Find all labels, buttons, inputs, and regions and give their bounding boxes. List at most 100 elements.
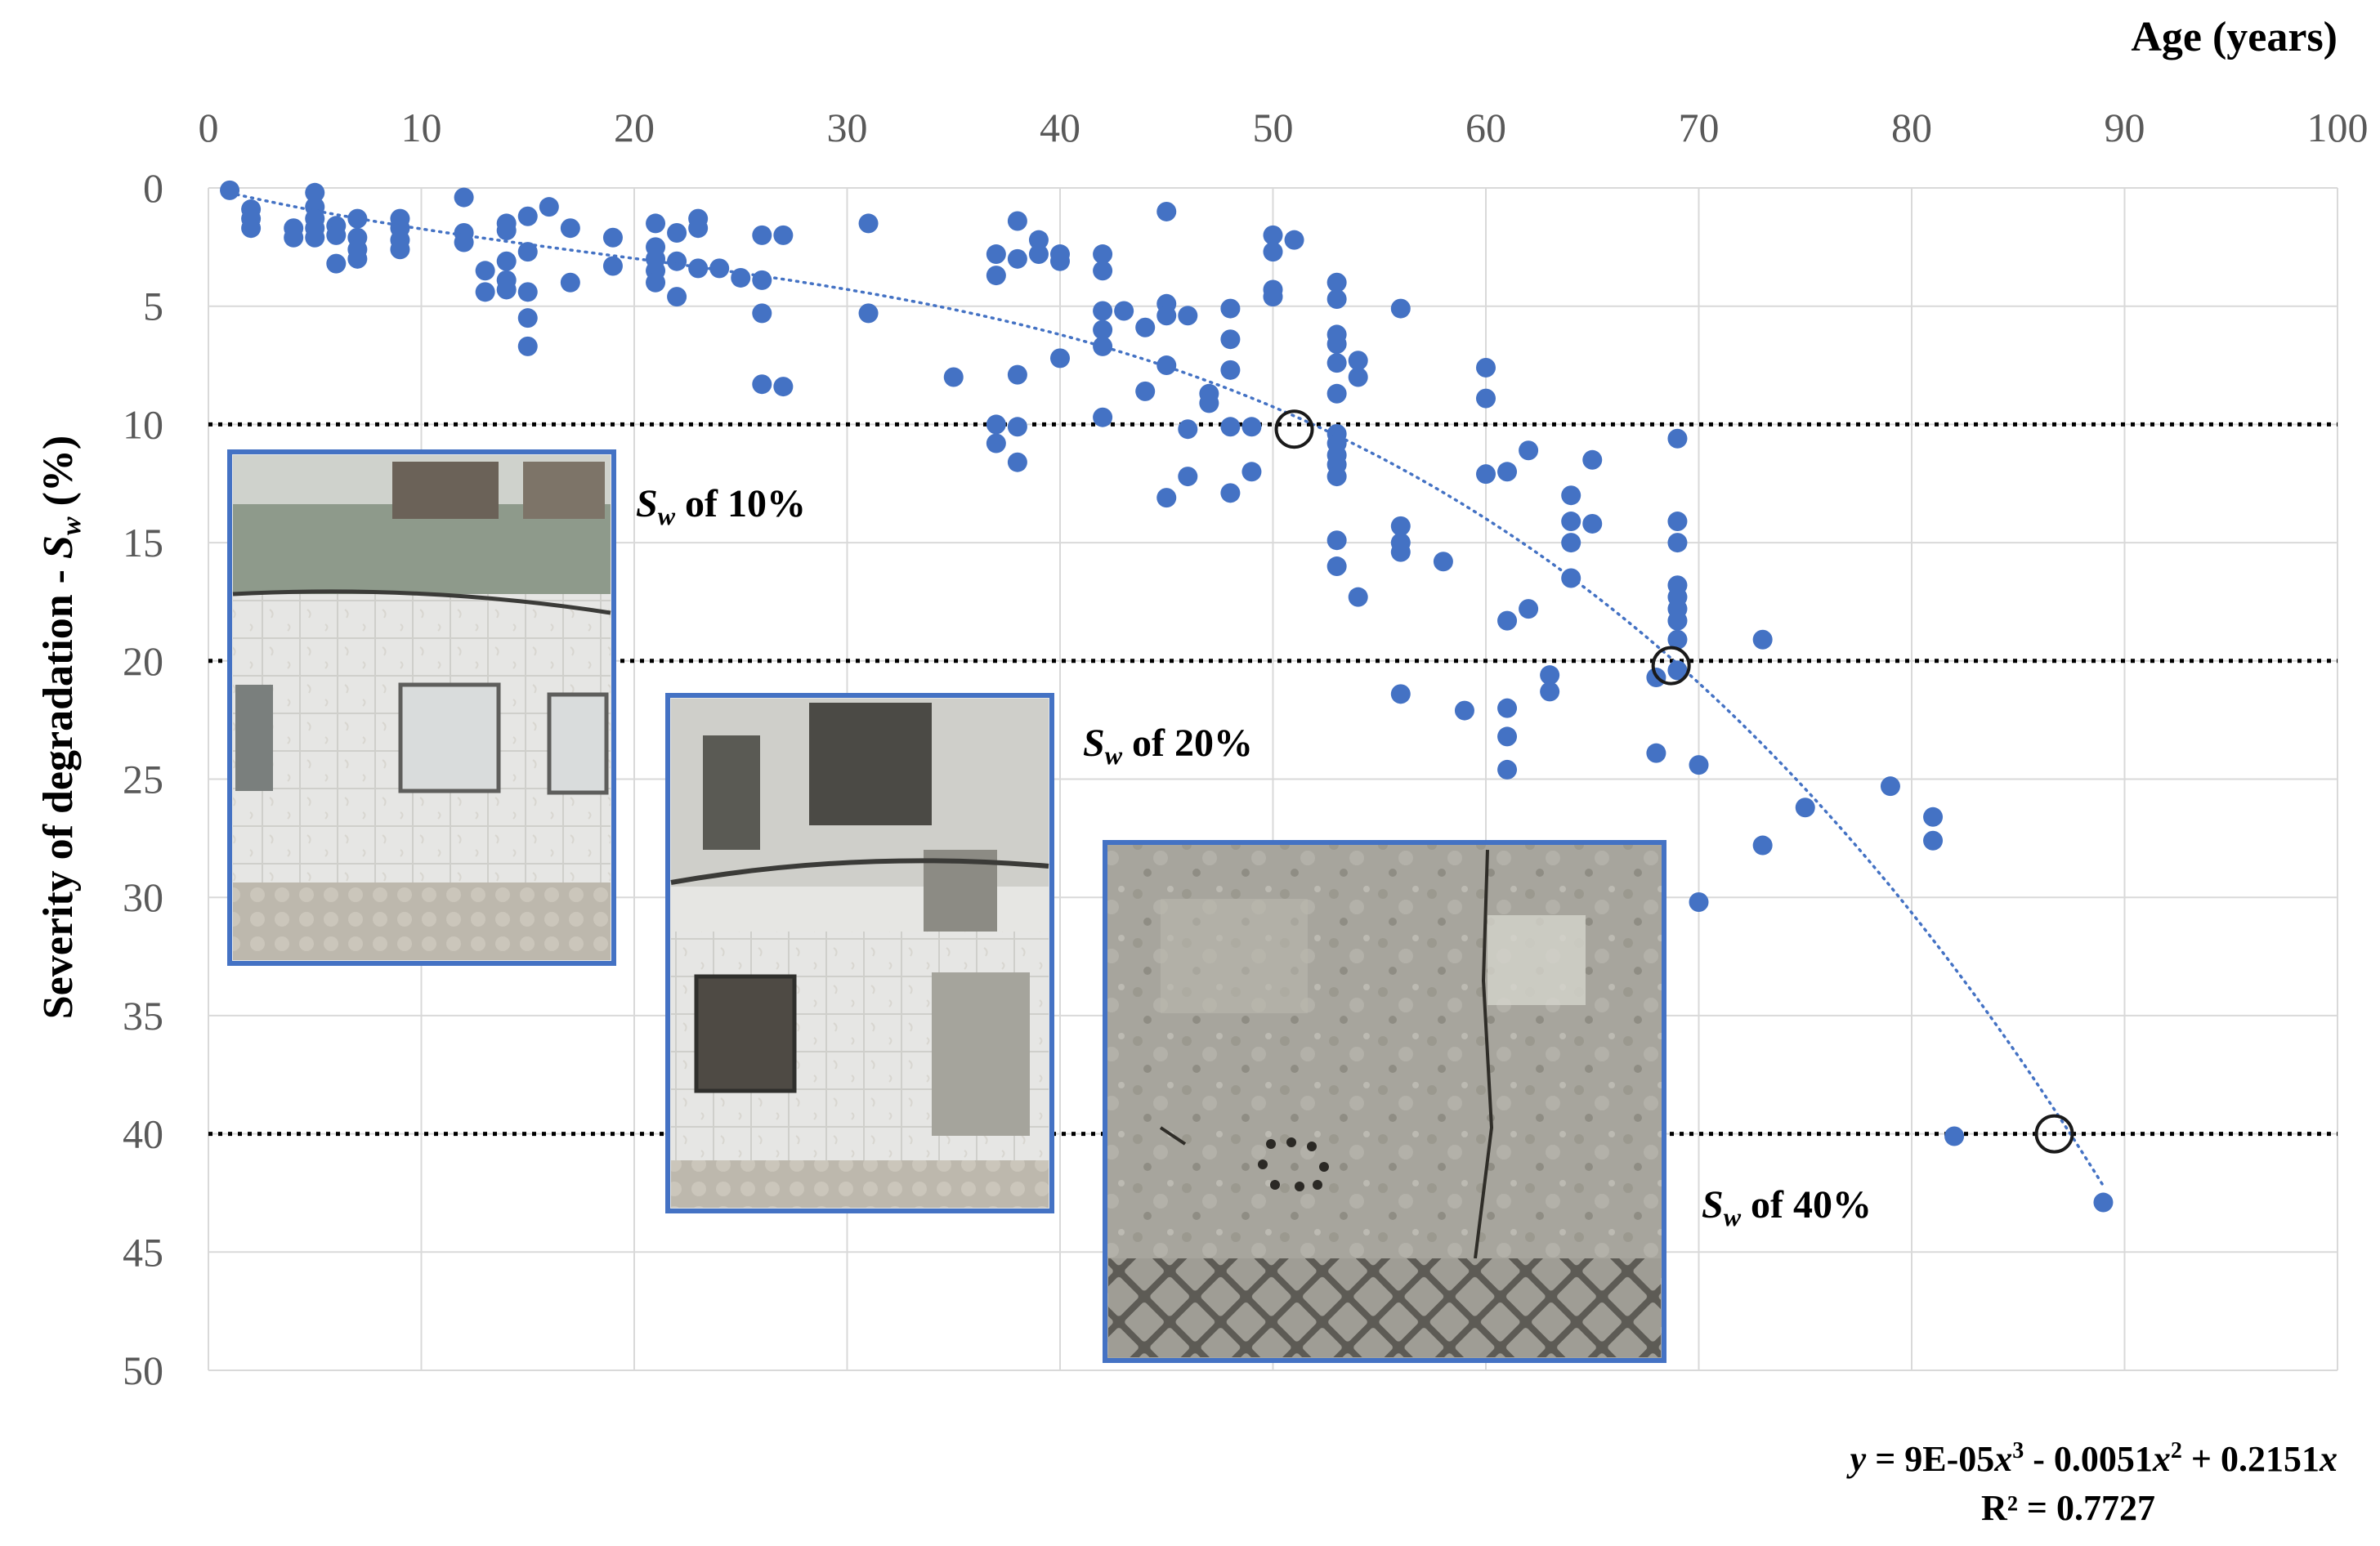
- data-point: [1007, 211, 1027, 231]
- data-point: [305, 182, 325, 203]
- x-tick-label: 70: [1679, 105, 1720, 150]
- data-point: [517, 308, 538, 328]
- data-point: [1241, 462, 1262, 482]
- data-points: [220, 180, 2114, 1213]
- data-point: [1667, 428, 1688, 449]
- y-axis-title: Severity of degradation - Sw (%): [35, 436, 87, 1020]
- x-tick-label: 30: [827, 105, 868, 150]
- trendline-equation: y = 9E-05x3 - 0.0051x2 + 0.2151x: [1846, 1438, 2338, 1479]
- data-point: [1284, 230, 1304, 250]
- data-point: [284, 227, 304, 248]
- data-point: [1093, 407, 1113, 427]
- data-point: [773, 225, 794, 245]
- data-point: [858, 213, 879, 234]
- data-point: [1519, 440, 1539, 461]
- data-point: [560, 218, 580, 239]
- data-point: [496, 221, 517, 241]
- data-point: [517, 282, 538, 302]
- x-tick-label: 80: [1891, 105, 1932, 150]
- data-point: [1326, 272, 1347, 293]
- x-tick-label: 40: [1040, 105, 1080, 150]
- y-tick-label: 30: [123, 874, 163, 920]
- x-tick-label: 90: [2105, 105, 2145, 150]
- data-point: [1007, 417, 1027, 437]
- data-point: [1689, 755, 1709, 775]
- data-point: [1050, 348, 1070, 369]
- data-point: [1050, 251, 1070, 271]
- y-tick-label: 40: [123, 1111, 163, 1157]
- data-point: [602, 227, 623, 248]
- data-point: [1028, 244, 1049, 265]
- data-point: [347, 208, 368, 229]
- data-point: [688, 258, 709, 279]
- data-point: [1795, 798, 1815, 818]
- data-point: [220, 180, 240, 200]
- data-point: [1326, 353, 1347, 373]
- data-point: [1178, 467, 1198, 487]
- data-point: [1263, 225, 1283, 245]
- y-tick-label: 45: [123, 1229, 163, 1275]
- data-point: [1561, 533, 1581, 553]
- data-point: [1220, 329, 1241, 350]
- x-axis-title: Age (years): [2131, 14, 2338, 60]
- x-tick-labels: 0 10 20 30 40 50 60 70 80 90 100: [199, 105, 2369, 150]
- highlight-circle: [1274, 409, 1314, 449]
- data-point: [1220, 298, 1241, 319]
- data-point: [1667, 610, 1688, 631]
- highlight-circles: [1274, 409, 2074, 1154]
- y-tick-label: 5: [143, 284, 163, 329]
- data-point: [1156, 355, 1177, 376]
- data-point: [667, 287, 687, 307]
- annotation-sw-20: Sw of 20%: [1083, 722, 1253, 770]
- data-point: [1497, 462, 1518, 482]
- data-point: [517, 336, 538, 356]
- x-tick-label: 100: [2307, 105, 2369, 150]
- data-point: [1114, 301, 1134, 321]
- x-tick-label: 50: [1253, 105, 1294, 150]
- data-point: [1326, 334, 1347, 355]
- data-point: [1497, 610, 1518, 631]
- trendline: [228, 191, 2105, 1187]
- data-point: [305, 227, 325, 248]
- data-point: [1093, 244, 1113, 265]
- data-point: [390, 239, 410, 260]
- y-tick-label: 35: [123, 993, 163, 1039]
- data-point: [1220, 483, 1241, 503]
- highlight-circle: [2034, 1114, 2074, 1154]
- annotation-sw-40: Sw of 40%: [1702, 1183, 1872, 1231]
- data-point: [1667, 660, 1688, 681]
- data-point: [1390, 542, 1411, 562]
- data-point: [1519, 599, 1539, 619]
- data-point: [1433, 552, 1453, 572]
- data-point: [1220, 417, 1241, 437]
- data-point: [1497, 759, 1518, 780]
- data-point: [1390, 516, 1411, 536]
- data-point: [1093, 319, 1113, 340]
- data-point: [709, 258, 730, 279]
- data-point: [752, 303, 772, 324]
- data-point: [752, 270, 772, 290]
- data-point: [2093, 1192, 2114, 1213]
- data-point: [1561, 485, 1581, 506]
- data-point: [1923, 807, 1944, 827]
- data-point: [560, 272, 580, 293]
- x-tick-label: 60: [1465, 105, 1506, 150]
- data-point: [475, 282, 495, 302]
- y-tick-label: 50: [123, 1347, 163, 1393]
- data-point: [646, 213, 666, 234]
- x-tick-label: 0: [199, 105, 219, 150]
- data-point: [1476, 464, 1496, 485]
- data-point: [1390, 298, 1411, 319]
- data-point: [517, 242, 538, 262]
- data-point: [1646, 743, 1666, 763]
- data-point: [1348, 587, 1368, 607]
- data-point: [1454, 700, 1474, 721]
- y-tick-labels: 0 5 10 15 20 25 30 35 40 45 50: [123, 165, 163, 1393]
- data-point: [1263, 287, 1283, 307]
- y-tick-label: 0: [143, 165, 163, 211]
- data-point: [1540, 665, 1560, 686]
- data-point: [496, 279, 517, 300]
- data-point: [986, 414, 1006, 435]
- photo-sw-20: [665, 693, 1054, 1213]
